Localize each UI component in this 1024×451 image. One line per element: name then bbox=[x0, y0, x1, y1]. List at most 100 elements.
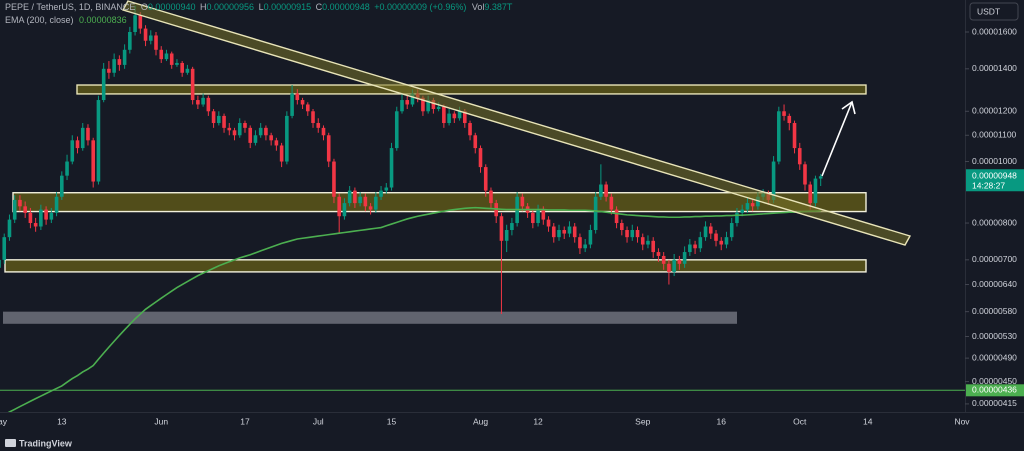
candle-body bbox=[531, 212, 535, 224]
arrow-shaft bbox=[821, 101, 853, 177]
brand-icon bbox=[5, 439, 16, 447]
arrow-head bbox=[841, 100, 856, 115]
candle-body bbox=[7, 219, 12, 238]
candle-body bbox=[656, 252, 661, 256]
currency-button[interactable] bbox=[969, 2, 1019, 21]
candle-body bbox=[536, 209, 540, 224]
candle-body bbox=[504, 230, 509, 241]
trend-channel bbox=[121, 0, 912, 246]
candle-body bbox=[0, 259, 1, 268]
candle-body bbox=[745, 203, 750, 210]
candle-body bbox=[128, 32, 132, 50]
candle-body bbox=[91, 140, 96, 182]
candle-body bbox=[49, 212, 54, 220]
candle-body bbox=[394, 111, 399, 149]
candle-body bbox=[60, 175, 64, 197]
candle-body bbox=[557, 230, 561, 238]
x-tick-label: 16 bbox=[717, 416, 727, 426]
candle-body bbox=[677, 259, 682, 264]
candle-body bbox=[101, 68, 106, 101]
candle-body bbox=[148, 35, 153, 41]
candle-body bbox=[86, 127, 90, 141]
level-price: 0.00000436 bbox=[972, 385, 1017, 395]
x-tick-label: 13 bbox=[57, 416, 67, 426]
y-tick-label: 0.00000490 bbox=[972, 352, 1017, 362]
candle-body bbox=[112, 59, 116, 73]
currency[interactable]: USDT bbox=[977, 6, 1000, 16]
ema-value: 0.00000836 bbox=[79, 15, 127, 25]
candle-body bbox=[337, 196, 341, 217]
candle-body bbox=[384, 187, 389, 191]
candle-body bbox=[562, 230, 567, 234]
candle-body bbox=[70, 140, 75, 162]
candle-body bbox=[719, 240, 724, 245]
candle-body bbox=[107, 68, 111, 73]
candle-body bbox=[243, 123, 247, 128]
candle-body bbox=[792, 123, 797, 149]
x-tick-label: 17 bbox=[240, 416, 250, 426]
candle-body bbox=[426, 100, 430, 112]
ema-line bbox=[7, 206, 821, 412]
candle-body bbox=[567, 226, 572, 234]
candle-body bbox=[436, 106, 441, 109]
x-tick-label: 15 bbox=[387, 416, 397, 426]
candle-body bbox=[499, 216, 504, 241]
x-tick-label: Sep bbox=[635, 416, 650, 426]
candle-body bbox=[237, 123, 242, 136]
candle-body bbox=[421, 97, 425, 112]
candle-body bbox=[462, 111, 467, 124]
candle-body bbox=[295, 93, 300, 101]
candle-body bbox=[520, 196, 525, 207]
x-tick-label: Aug bbox=[473, 416, 488, 426]
candle-body bbox=[724, 237, 729, 245]
ohlc-value: 0.00000915 bbox=[264, 2, 312, 12]
candle-body bbox=[169, 53, 174, 65]
candle-body bbox=[714, 233, 718, 241]
last-price: 0.00000948 bbox=[972, 170, 1017, 180]
candle-body bbox=[803, 164, 807, 185]
candle-body bbox=[326, 135, 331, 162]
change: +0.00000009 (+0.96%) bbox=[374, 2, 466, 12]
ohlc-label: C bbox=[316, 2, 323, 12]
candle-body bbox=[630, 230, 635, 238]
candle-body bbox=[640, 237, 645, 245]
candle-body bbox=[227, 127, 232, 131]
ohlc-label: H bbox=[200, 2, 207, 12]
candle-body bbox=[33, 223, 38, 227]
candle-body bbox=[23, 206, 27, 213]
drawings bbox=[121, 0, 912, 246]
candle-body bbox=[248, 127, 253, 143]
candle-body bbox=[447, 113, 451, 124]
candle-body bbox=[593, 196, 598, 231]
candle-body bbox=[374, 196, 378, 210]
candle-body bbox=[321, 127, 326, 136]
candle-body bbox=[311, 111, 315, 124]
candle-body bbox=[342, 203, 347, 217]
level-price-box bbox=[966, 384, 1024, 397]
candle-body bbox=[740, 209, 744, 213]
candle-body bbox=[133, 15, 137, 33]
ohlc-value: 0.00000940 bbox=[148, 2, 196, 12]
candle-body bbox=[117, 59, 122, 65]
candle-body bbox=[787, 115, 792, 124]
brand-name: TradingView bbox=[19, 438, 73, 448]
candle-body bbox=[201, 97, 205, 105]
candle-body bbox=[452, 113, 457, 119]
candle-body bbox=[771, 161, 776, 200]
candle-body bbox=[75, 140, 80, 149]
candle-body bbox=[305, 104, 310, 112]
x-tick-label: Jul bbox=[313, 416, 324, 426]
y-tick-label: 0.00001200 bbox=[972, 106, 1017, 116]
last-price-box bbox=[966, 169, 1024, 192]
x-tick-label: Jun bbox=[154, 416, 168, 426]
candle-body bbox=[489, 190, 493, 204]
candle-body bbox=[431, 100, 436, 109]
candle-body bbox=[232, 130, 237, 136]
candle-body bbox=[2, 237, 7, 260]
candle-body bbox=[379, 190, 383, 197]
candle-body bbox=[609, 196, 614, 210]
candle-body bbox=[667, 263, 671, 272]
ohlc-value: 0.00000956 bbox=[207, 2, 255, 12]
candle-body bbox=[756, 196, 760, 207]
